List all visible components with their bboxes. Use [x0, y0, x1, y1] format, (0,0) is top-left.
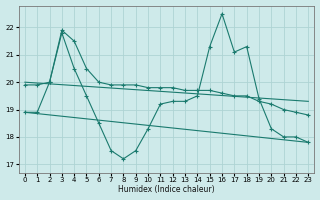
X-axis label: Humidex (Indice chaleur): Humidex (Indice chaleur)	[118, 185, 215, 194]
